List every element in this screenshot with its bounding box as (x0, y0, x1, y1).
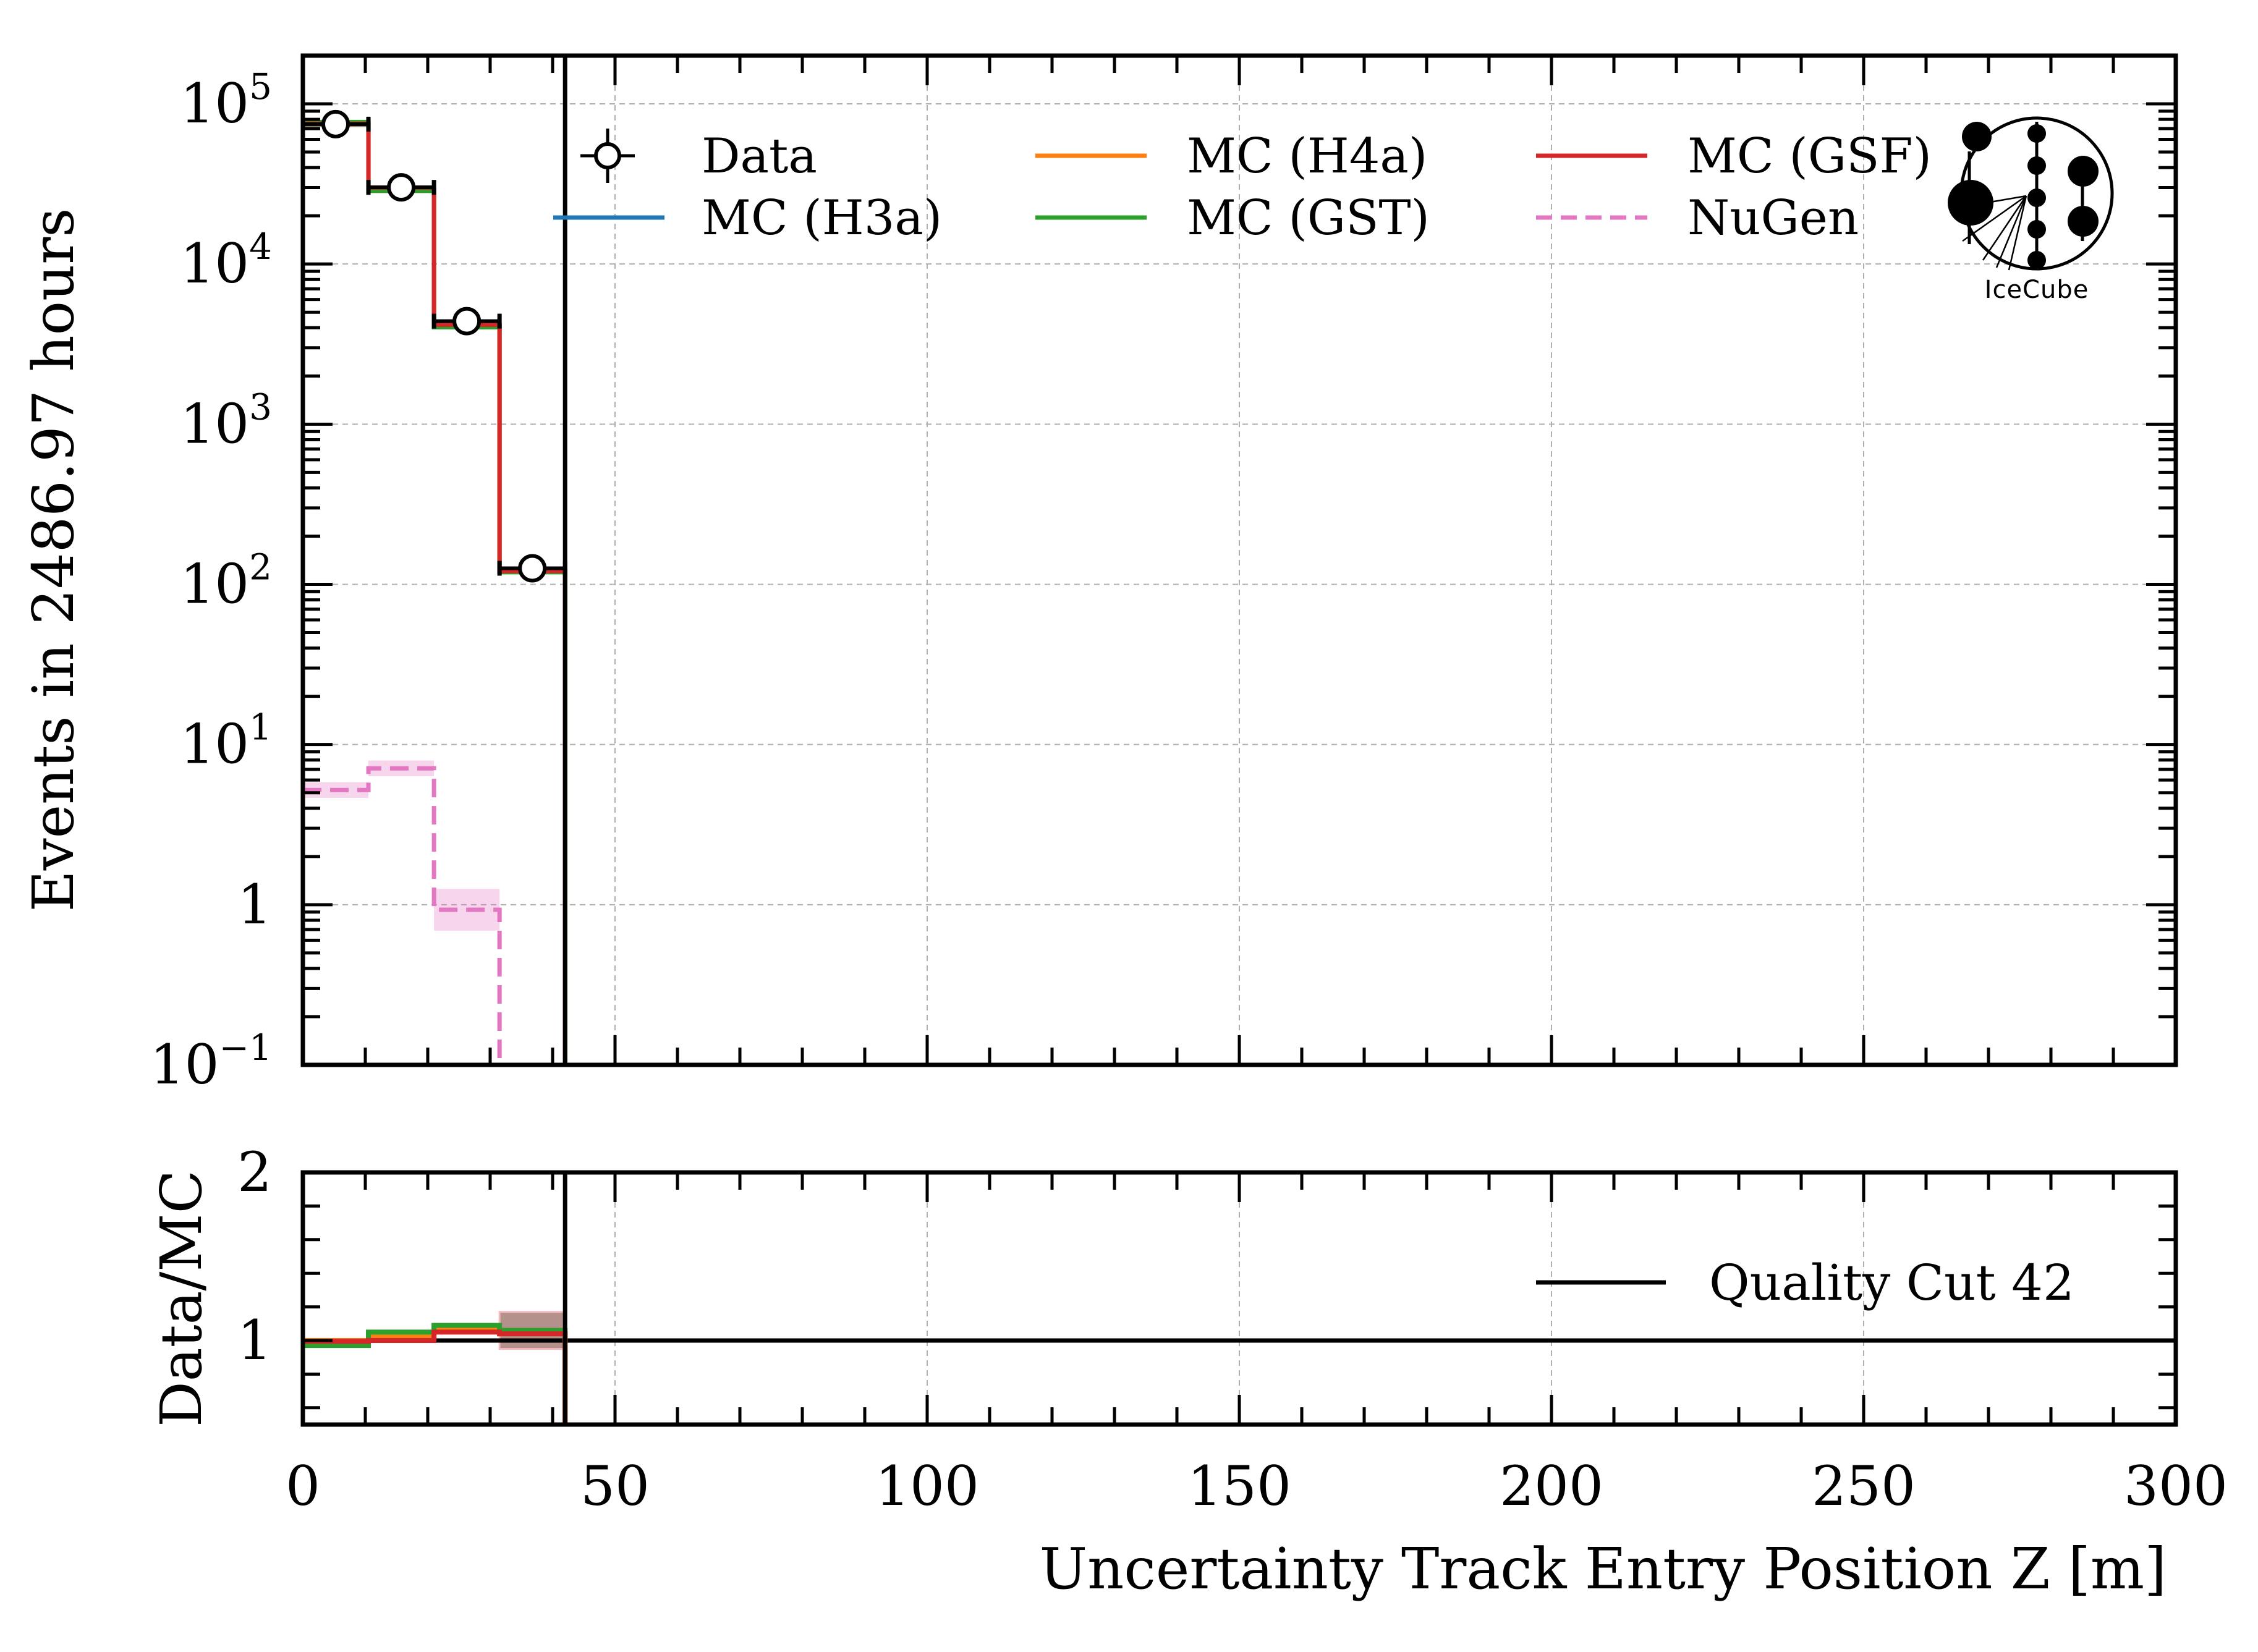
y-tick-label: 1 (237, 873, 272, 936)
data-point (321, 109, 350, 138)
ratio-y-tick-label: 2 (237, 1140, 272, 1204)
legend-label: NuGen (1687, 190, 1859, 246)
y-tick-label: 10−1 (150, 1027, 272, 1096)
logo-dom (2027, 156, 2046, 175)
x-tick-label: 0 (286, 1454, 320, 1518)
data-point (518, 554, 547, 583)
ratio-series (303, 1323, 2176, 1425)
legend-main: Data MC (H3a) MC (H4a) MC (GST) MC (GSF) NuGe… (553, 129, 1932, 246)
y-tick-exponent: 4 (249, 226, 272, 268)
logo-dom (2068, 156, 2099, 187)
logo-dom (1962, 122, 1992, 151)
logo-rays (1962, 195, 2027, 271)
legend-item: MC (H4a) (1035, 129, 1427, 184)
y-axis-label-main: Events in 2486.97 hours (20, 208, 87, 912)
ratio-series-mc-gsf- (303, 1329, 568, 1425)
x-tick-label: 100 (875, 1454, 979, 1518)
legend-ratio: Quality Cut 42 (1536, 1254, 2074, 1311)
legend-item: MC (GST) (1035, 190, 1430, 246)
legend-item: Data (580, 129, 817, 184)
main-grid (303, 56, 2176, 1065)
logo-dom (1948, 180, 1993, 226)
legend-label: Data (702, 129, 817, 184)
data-point (452, 307, 482, 336)
legend-item: MC (GSF) (1536, 129, 1932, 184)
y-tick-label: 104 (180, 226, 272, 295)
logo-dom (2027, 124, 2046, 143)
x-tick-label: 150 (1187, 1454, 1291, 1518)
x-axis-label: Uncertainty Track Entry Position Z [m] (1040, 1536, 2167, 1602)
y-tick-exponent: 3 (249, 386, 272, 428)
x-tick-label: 250 (1812, 1454, 1916, 1518)
legend-label: MC (H3a) (702, 190, 942, 246)
y-tick-exponent: 2 (249, 546, 272, 588)
legend-label: MC (H4a) (1187, 129, 1427, 184)
legend-label: MC (GST) (1187, 190, 1430, 246)
y-axis-label-ratio: Data/MC (148, 1170, 214, 1427)
legend-label: MC (GSF) (1687, 129, 1932, 184)
logo-dom (2027, 251, 2046, 269)
y-tick-exponent: −1 (219, 1027, 273, 1069)
logo-dom (2027, 220, 2046, 239)
logo-text: IceCube (1985, 276, 2089, 304)
y-tick-exponent: 5 (249, 66, 272, 108)
y-tick-exponent: 1 (249, 706, 272, 748)
ratio-grid (614, 1172, 1864, 1425)
legend-item: MC (H3a) (553, 190, 942, 246)
y-tick-label: 105 (180, 66, 272, 135)
ratio-y-tick-label: 1 (237, 1308, 272, 1372)
x-tick-label: 50 (580, 1454, 650, 1518)
main-points (300, 109, 567, 583)
y-tick-label: 103 (180, 386, 272, 455)
legend-label-quality-cut: Quality Cut 42 (1709, 1254, 2074, 1311)
y-tick-label: 102 (180, 546, 272, 616)
logo-dom (2068, 206, 2099, 237)
data-point (387, 173, 416, 202)
x-tick-label: 200 (1500, 1454, 1603, 1518)
x-tick-label: 300 (2124, 1454, 2228, 1518)
series-nugen (303, 766, 566, 1067)
legend-item: NuGen (1536, 190, 1859, 246)
y-tick-label: 101 (180, 706, 272, 776)
icecube-logo: IceCube (1948, 116, 2114, 304)
ticks (301, 54, 2178, 1425)
legend-marker (594, 142, 621, 169)
logo-dom (2027, 188, 2046, 207)
